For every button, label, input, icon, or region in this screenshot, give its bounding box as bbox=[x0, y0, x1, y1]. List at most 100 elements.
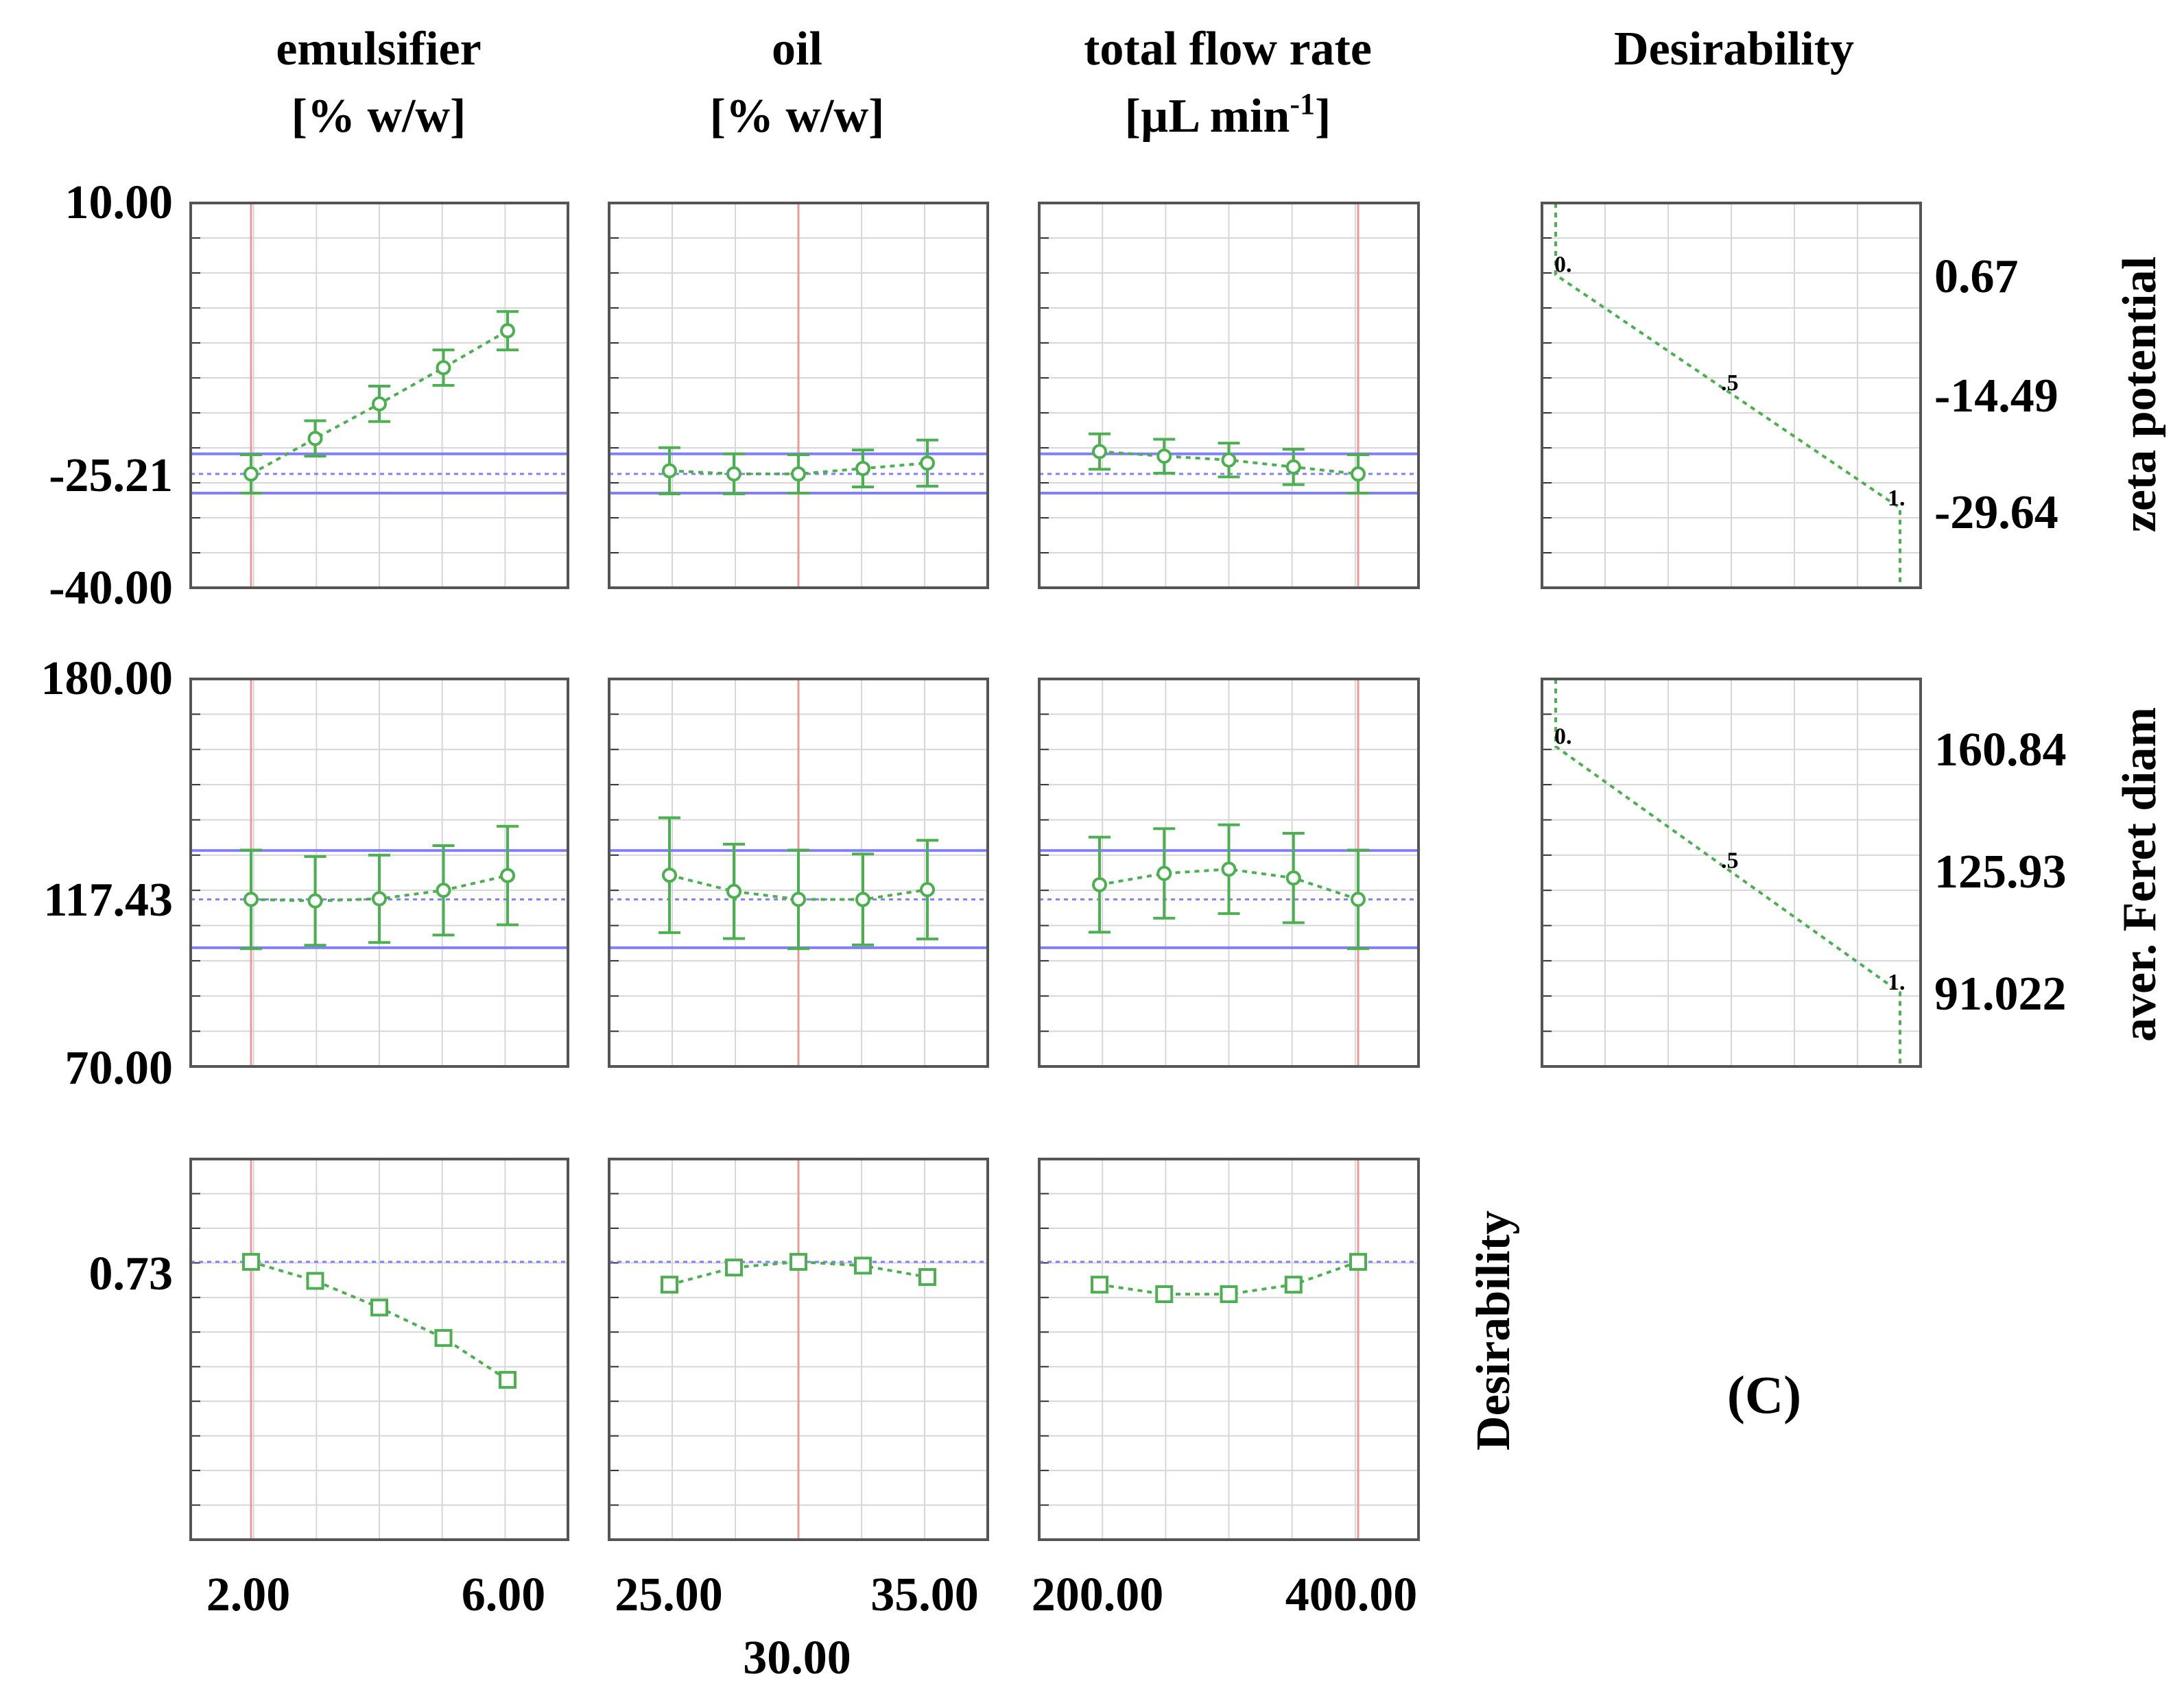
row2-ytick-top: 180.00 bbox=[41, 652, 174, 705]
header-oil-line2: [% w/w] bbox=[710, 90, 885, 143]
data-point bbox=[307, 431, 323, 446]
data-point bbox=[500, 868, 515, 883]
data-point bbox=[1155, 1285, 1174, 1304]
data-point bbox=[662, 463, 677, 479]
panel-frame bbox=[1541, 202, 1922, 589]
panel-frame bbox=[1541, 678, 1922, 1068]
data-point bbox=[1351, 466, 1366, 482]
header-flow-line2-end: ] bbox=[1315, 90, 1331, 143]
desirability-breakpoint-label: .5 bbox=[1721, 848, 1739, 874]
data-point bbox=[436, 360, 451, 376]
ylabel-feret-diam: aver. Feret diam bbox=[2113, 707, 2166, 1042]
data-point bbox=[726, 466, 741, 481]
data-point bbox=[790, 1252, 807, 1271]
panel-r3-c2 bbox=[608, 1158, 989, 1541]
row2-ytick-bottom: 70.00 bbox=[65, 1042, 174, 1095]
desirability-function-r2: 0. .5 1. bbox=[1541, 678, 1922, 1068]
data-point bbox=[920, 882, 935, 898]
data-point bbox=[244, 466, 259, 482]
data-point bbox=[434, 1328, 453, 1347]
header-desirability: Desirability bbox=[1614, 23, 1854, 75]
xtick-oil-mid: 30.00 bbox=[743, 1632, 851, 1684]
panel-r2-c2 bbox=[608, 678, 989, 1068]
data-point bbox=[1220, 1285, 1238, 1304]
panel-r3-c3 bbox=[1038, 1158, 1420, 1541]
desirability-curve bbox=[1554, 679, 1901, 1066]
data-point bbox=[306, 1272, 324, 1290]
panel-frame bbox=[608, 678, 989, 1068]
data-point bbox=[1284, 1276, 1303, 1294]
data-point bbox=[242, 1252, 260, 1271]
xtick-emulsifier-min: 2.00 bbox=[206, 1568, 291, 1621]
data-point bbox=[791, 892, 806, 907]
plot-panels: 0. .5 1. 0. .5 1. bbox=[189, 202, 1922, 1541]
data-point bbox=[1091, 1276, 1108, 1294]
desirability-function-r1: 0. .5 1. bbox=[1541, 202, 1922, 589]
data-point bbox=[372, 891, 387, 907]
header-flow-line2-base: [µL min bbox=[1125, 90, 1290, 143]
row1-ytick-top: 10.00 bbox=[65, 176, 174, 229]
xtick-oil-max: 35.00 bbox=[870, 1568, 979, 1621]
data-point bbox=[244, 892, 259, 907]
desirability-breakpoint-label: 1. bbox=[1888, 486, 1906, 511]
data-point bbox=[436, 883, 451, 898]
panel-r1-c1 bbox=[189, 202, 569, 589]
panel-frame bbox=[1038, 202, 1420, 589]
panel-frame bbox=[1038, 678, 1420, 1068]
dfun2-tick-2: 91.022 bbox=[1934, 968, 2067, 1021]
header-flow-line1: total flow rate bbox=[1084, 23, 1372, 75]
dfun1-tick-2: -29.64 bbox=[1934, 486, 2058, 539]
panel-r3-c1 bbox=[189, 1158, 569, 1541]
data-point bbox=[1092, 444, 1107, 460]
data-point bbox=[662, 868, 677, 883]
data-point bbox=[1221, 861, 1237, 877]
panel-frame bbox=[189, 202, 569, 589]
desirability-breakpoint-label: 0. bbox=[1554, 724, 1572, 749]
data-point bbox=[726, 883, 741, 899]
data-point bbox=[855, 461, 870, 477]
dfun2-tick-1: 125.93 bbox=[1934, 846, 2067, 898]
desirability-breakpoint-label: 1. bbox=[1888, 970, 1906, 995]
data-point bbox=[1285, 459, 1301, 475]
panel-label: (C) bbox=[1727, 1365, 1801, 1424]
data-point bbox=[370, 1298, 388, 1317]
xtick-flow-max: 400.00 bbox=[1285, 1568, 1418, 1621]
xtick-oil-min: 25.00 bbox=[615, 1568, 723, 1621]
data-point bbox=[372, 396, 387, 411]
data-point bbox=[1156, 449, 1172, 464]
dfun1-tick-0: 0.67 bbox=[1934, 250, 2019, 303]
panel-frame bbox=[189, 678, 569, 1068]
panel-frame bbox=[608, 1158, 989, 1541]
xtick-emulsifier-max: 6.00 bbox=[462, 1568, 546, 1621]
data-point bbox=[725, 1258, 743, 1277]
panel-r1-c2 bbox=[608, 202, 989, 589]
panel-r2-c1 bbox=[189, 678, 569, 1068]
row2-ytick-current: 117.43 bbox=[43, 874, 173, 927]
desirability-curve bbox=[1554, 203, 1901, 588]
dfun1-tick-1: -14.49 bbox=[1934, 370, 2058, 422]
ylabel-zeta-potential: zeta potential bbox=[2113, 257, 2166, 532]
data-point bbox=[920, 455, 935, 471]
panel-r2-c3 bbox=[1038, 678, 1420, 1068]
data-point bbox=[307, 893, 323, 909]
row1-ytick-bottom: -40.00 bbox=[49, 562, 173, 615]
column-headers: emulsifier [% w/w] oil [% w/w] total flo… bbox=[276, 23, 1854, 143]
data-point bbox=[499, 1370, 517, 1389]
header-emulsifier-line1: emulsifier bbox=[276, 23, 481, 75]
desirability-breakpoint-label: 0. bbox=[1554, 252, 1572, 278]
data-point bbox=[1351, 892, 1366, 907]
data-point bbox=[1221, 452, 1237, 468]
header-emulsifier-line2: [% w/w] bbox=[292, 90, 466, 143]
data-point bbox=[661, 1276, 678, 1294]
ylabel-desirability: Desirability bbox=[1467, 1210, 1520, 1451]
data-point bbox=[1092, 876, 1107, 892]
data-point bbox=[1156, 866, 1172, 881]
row1-ytick-current: -25.21 bbox=[49, 449, 173, 502]
data-point bbox=[791, 466, 806, 482]
row3-ytick-current: 0.73 bbox=[89, 1248, 174, 1300]
data-point bbox=[500, 323, 515, 339]
panel-frame bbox=[608, 202, 989, 589]
panel-r1-c3 bbox=[1038, 202, 1420, 589]
data-point bbox=[854, 1256, 872, 1275]
